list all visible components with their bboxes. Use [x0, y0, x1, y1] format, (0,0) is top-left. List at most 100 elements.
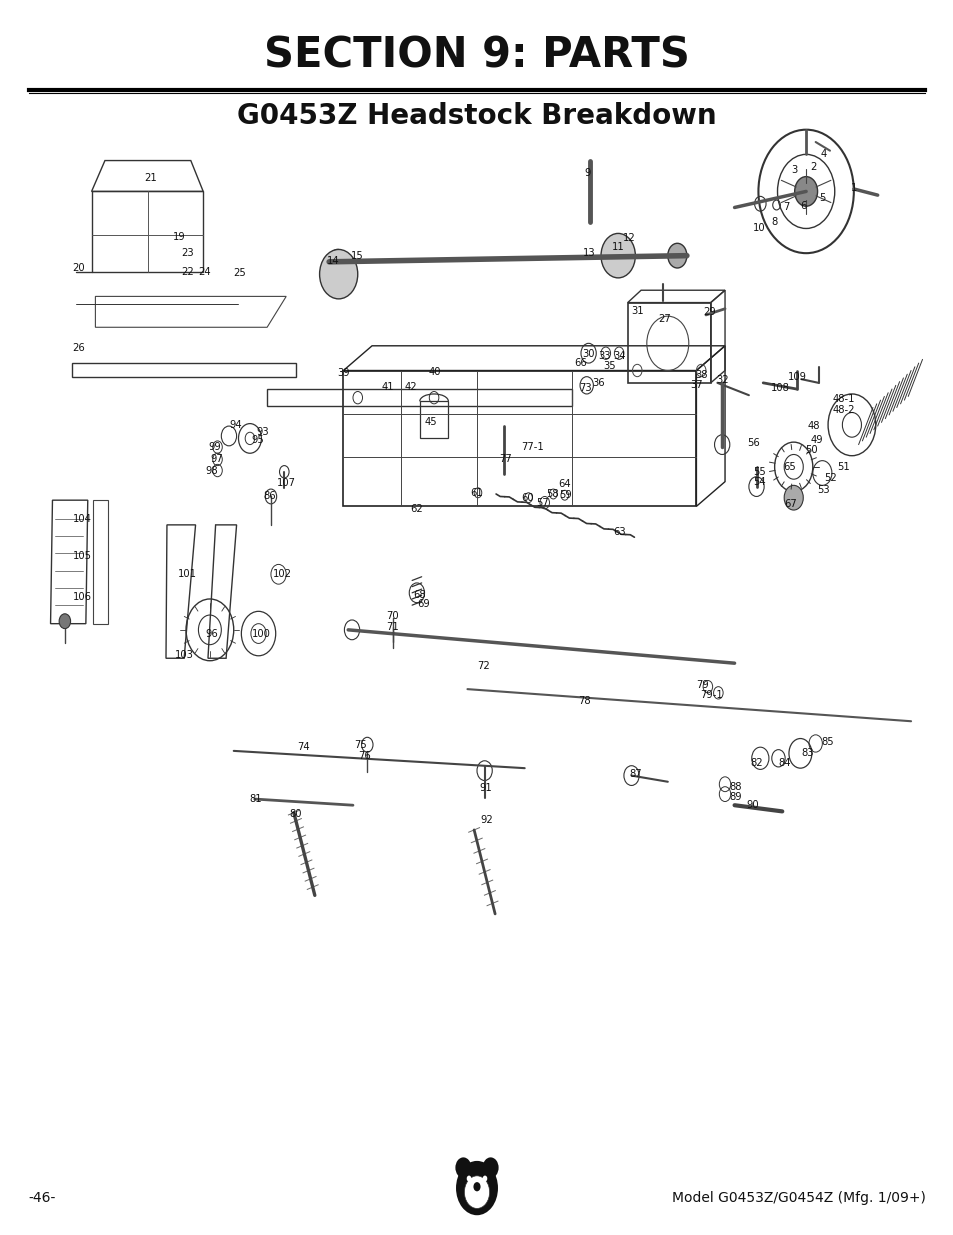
Circle shape	[783, 485, 802, 510]
Text: 76: 76	[357, 751, 371, 761]
Text: 55: 55	[752, 467, 765, 477]
Text: 84: 84	[777, 758, 790, 768]
Text: 36: 36	[591, 378, 604, 388]
Text: 108: 108	[770, 383, 789, 393]
Text: 66: 66	[574, 358, 587, 368]
Text: 24: 24	[197, 267, 211, 277]
Text: 95: 95	[251, 435, 264, 445]
Text: 30: 30	[581, 350, 595, 359]
Text: 57: 57	[536, 498, 549, 508]
Text: 102: 102	[273, 569, 292, 579]
Circle shape	[455, 1157, 471, 1178]
Text: Model G0453Z/G0454Z (Mfg. 1/09+): Model G0453Z/G0454Z (Mfg. 1/09+)	[671, 1191, 924, 1205]
Text: 75: 75	[354, 740, 367, 750]
Circle shape	[466, 1176, 471, 1182]
Text: 58: 58	[545, 489, 558, 499]
Text: 93: 93	[255, 427, 269, 437]
Text: 86: 86	[263, 492, 276, 501]
Text: 104: 104	[72, 514, 91, 524]
Text: 29: 29	[702, 308, 716, 317]
Text: 85: 85	[821, 737, 834, 747]
Text: 45: 45	[424, 417, 437, 427]
Text: 87: 87	[628, 769, 641, 779]
Text: 73: 73	[578, 383, 592, 393]
Text: 69: 69	[416, 599, 430, 609]
Text: 12: 12	[622, 233, 636, 243]
Text: 13: 13	[582, 248, 596, 258]
Text: 38: 38	[694, 370, 707, 380]
Text: 74: 74	[296, 742, 310, 752]
Text: 90: 90	[745, 800, 759, 810]
Text: 54: 54	[752, 477, 765, 487]
Text: 99: 99	[208, 442, 221, 452]
Text: 48-2: 48-2	[831, 405, 854, 415]
Text: 56: 56	[746, 438, 760, 448]
Text: 64: 64	[558, 479, 571, 489]
Text: 78: 78	[578, 697, 591, 706]
Text: 70: 70	[385, 611, 398, 621]
Text: 51: 51	[836, 462, 849, 472]
Text: 37: 37	[689, 380, 702, 390]
Text: 103: 103	[174, 650, 193, 659]
Text: 10: 10	[752, 224, 765, 233]
Text: 109: 109	[787, 372, 806, 382]
Text: 53: 53	[816, 485, 829, 495]
Text: 19: 19	[172, 232, 186, 242]
Text: 80: 80	[289, 809, 302, 819]
Text: 31: 31	[630, 306, 643, 316]
Text: 82: 82	[749, 758, 762, 768]
Text: 5: 5	[819, 193, 824, 203]
Text: 91: 91	[478, 783, 492, 793]
Text: 106: 106	[72, 592, 91, 601]
Text: 6: 6	[800, 201, 805, 211]
Text: 62: 62	[410, 504, 423, 514]
Text: 77-1: 77-1	[520, 442, 543, 452]
Text: 42: 42	[404, 382, 417, 391]
Text: 105: 105	[72, 551, 91, 561]
Text: 48-1: 48-1	[831, 394, 854, 404]
Text: 32: 32	[715, 375, 728, 385]
Circle shape	[794, 177, 817, 206]
Text: 3: 3	[791, 165, 797, 175]
Text: 7: 7	[782, 203, 788, 212]
Text: 27: 27	[658, 314, 671, 324]
Text: 79: 79	[695, 680, 708, 690]
Text: 52: 52	[823, 473, 837, 483]
Text: 4: 4	[820, 149, 825, 159]
Text: 50: 50	[804, 445, 818, 454]
Text: 33: 33	[598, 351, 611, 361]
Text: 63: 63	[612, 527, 625, 537]
Text: 9: 9	[584, 168, 590, 178]
Circle shape	[456, 1161, 497, 1215]
Text: 11: 11	[611, 242, 624, 252]
Text: 81: 81	[249, 794, 262, 804]
Text: 79-1: 79-1	[700, 690, 722, 700]
Text: 83: 83	[801, 748, 814, 758]
Text: 20: 20	[71, 263, 85, 273]
Text: 25: 25	[233, 268, 246, 278]
Text: 21: 21	[144, 173, 157, 183]
Text: 22: 22	[181, 267, 194, 277]
Circle shape	[464, 1176, 489, 1208]
Text: 14: 14	[326, 256, 339, 266]
Text: 8: 8	[771, 217, 777, 227]
Text: 71: 71	[385, 622, 398, 632]
Text: 48: 48	[806, 421, 820, 431]
Text: 41: 41	[381, 382, 395, 391]
Circle shape	[667, 243, 686, 268]
Circle shape	[600, 233, 635, 278]
Circle shape	[482, 1157, 498, 1178]
Text: 72: 72	[476, 661, 490, 671]
Text: SECTION 9: PARTS: SECTION 9: PARTS	[264, 35, 689, 77]
Text: 94: 94	[229, 420, 242, 430]
Text: -46-: -46-	[29, 1191, 56, 1205]
Text: 97: 97	[210, 454, 223, 464]
Text: 34: 34	[612, 351, 625, 361]
Text: 100: 100	[252, 629, 271, 638]
Text: 77: 77	[498, 454, 512, 464]
Text: 96: 96	[205, 629, 218, 638]
Text: 2: 2	[810, 162, 816, 172]
Text: 23: 23	[181, 248, 194, 258]
Circle shape	[473, 1182, 480, 1192]
Text: 67: 67	[783, 499, 797, 509]
